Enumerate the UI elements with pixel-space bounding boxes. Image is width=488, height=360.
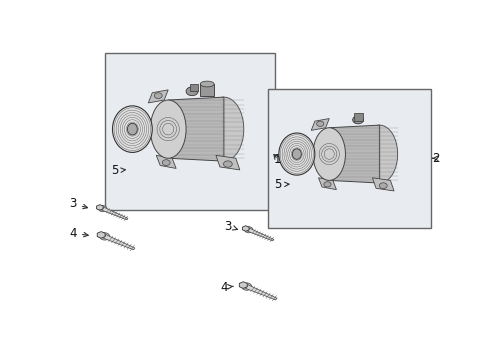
Ellipse shape <box>352 116 363 124</box>
Polygon shape <box>242 226 248 231</box>
Polygon shape <box>239 282 247 288</box>
Ellipse shape <box>244 227 252 233</box>
Ellipse shape <box>278 133 314 175</box>
Ellipse shape <box>150 100 186 158</box>
Ellipse shape <box>203 97 244 161</box>
Polygon shape <box>245 285 277 300</box>
Polygon shape <box>96 205 103 210</box>
Polygon shape <box>97 231 105 238</box>
Bar <box>200 84 214 96</box>
Ellipse shape <box>100 233 109 240</box>
Text: 4: 4 <box>69 226 88 240</box>
Polygon shape <box>247 228 273 241</box>
Polygon shape <box>148 90 168 103</box>
Bar <box>267 89 430 228</box>
Ellipse shape <box>162 160 170 166</box>
Text: 5: 5 <box>111 164 125 177</box>
Text: 2: 2 <box>431 152 438 165</box>
Ellipse shape <box>323 182 330 187</box>
Ellipse shape <box>154 93 162 99</box>
Polygon shape <box>102 207 128 220</box>
Polygon shape <box>318 178 336 190</box>
Ellipse shape <box>186 87 198 96</box>
Ellipse shape <box>316 121 323 126</box>
Text: 4: 4 <box>220 281 233 294</box>
Ellipse shape <box>361 125 397 183</box>
Ellipse shape <box>99 206 107 212</box>
Polygon shape <box>168 97 224 161</box>
Ellipse shape <box>127 123 137 135</box>
Ellipse shape <box>242 283 251 290</box>
Ellipse shape <box>379 183 386 189</box>
Text: 3: 3 <box>69 198 87 211</box>
Ellipse shape <box>200 81 214 87</box>
Ellipse shape <box>312 128 345 180</box>
Polygon shape <box>311 118 328 130</box>
Text: 1: 1 <box>273 153 281 166</box>
Polygon shape <box>156 155 176 168</box>
Polygon shape <box>328 125 379 183</box>
Ellipse shape <box>112 106 152 152</box>
Polygon shape <box>372 178 393 191</box>
Text: 5: 5 <box>274 178 288 191</box>
Ellipse shape <box>223 161 232 167</box>
Bar <box>353 113 362 121</box>
Ellipse shape <box>292 149 301 159</box>
Polygon shape <box>103 235 135 250</box>
Text: 3: 3 <box>224 220 237 233</box>
Bar <box>190 84 198 91</box>
Polygon shape <box>216 155 239 170</box>
Bar <box>104 53 275 210</box>
